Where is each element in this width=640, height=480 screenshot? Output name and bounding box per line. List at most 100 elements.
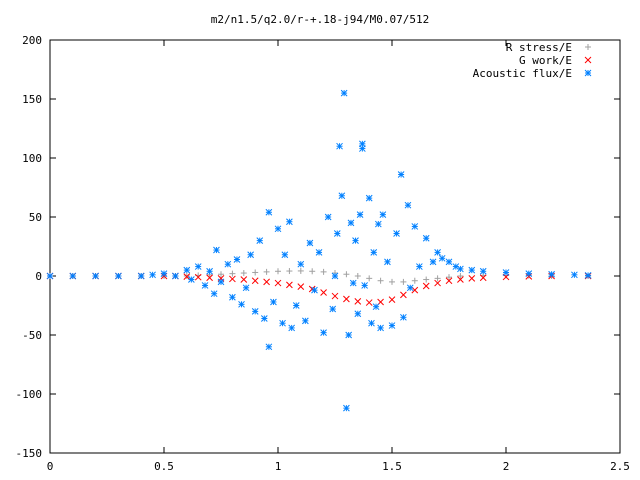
data-point (315, 249, 323, 256)
plot-frame (49, 39, 621, 454)
data-point (468, 275, 476, 282)
data-point (238, 300, 245, 308)
data-point (311, 286, 318, 294)
x-tick-label: 2.5 (610, 460, 630, 473)
data-point (292, 302, 300, 309)
data-point (343, 295, 350, 303)
data-point (361, 282, 368, 289)
x-tick-label: 1 (275, 460, 282, 473)
data-point (218, 271, 224, 278)
data-point (320, 268, 327, 275)
data-point (263, 268, 270, 275)
data-point (302, 317, 309, 325)
data-point (217, 278, 225, 286)
data-point (525, 270, 533, 277)
y-tick-label: 100 (22, 152, 42, 165)
data-point (429, 258, 437, 266)
data-point (359, 140, 366, 148)
data-point (571, 271, 578, 279)
data-point (224, 260, 232, 268)
legend-label: Acoustic flux/E (473, 67, 572, 80)
data-point (320, 289, 327, 296)
data-point (274, 225, 282, 233)
legend-label: R stress/E (506, 41, 572, 54)
data-point (320, 329, 327, 336)
data-point (400, 313, 407, 321)
x-tick-label: 0 (47, 460, 54, 473)
data-point (297, 283, 305, 290)
data-point (457, 276, 464, 283)
y-tick-label: 150 (22, 93, 42, 106)
data-point (172, 272, 179, 280)
data-point (446, 274, 452, 281)
data-point (137, 272, 145, 280)
series-r-stress-e (47, 267, 592, 285)
data-point (368, 319, 375, 327)
data-point (389, 278, 395, 285)
data-point (366, 275, 373, 282)
data-point (400, 278, 407, 285)
data-point (329, 305, 337, 313)
data-point (388, 296, 396, 303)
data-point (400, 291, 407, 299)
legend-marker (584, 69, 592, 77)
data-point (263, 278, 270, 286)
data-point (379, 211, 387, 218)
data-point (422, 234, 430, 242)
data-point (240, 270, 247, 277)
data-point (306, 239, 314, 247)
x-tick-label: 1.5 (382, 460, 402, 473)
data-point (251, 308, 259, 315)
data-point (338, 192, 346, 200)
x-tick-label: 0.5 (154, 460, 174, 473)
data-point (370, 249, 378, 256)
data-point (340, 89, 348, 97)
data-point (445, 277, 453, 285)
data-point (434, 249, 441, 256)
data-point (265, 208, 273, 216)
data-point (584, 272, 592, 279)
data-point (251, 277, 259, 285)
data-point (275, 268, 281, 275)
data-point (242, 284, 250, 292)
data-point (247, 251, 254, 259)
legend-label: G work/E (519, 54, 572, 67)
data-point (406, 284, 414, 292)
y-tick-label: -100 (16, 388, 43, 401)
y-tick-label: -50 (22, 329, 42, 342)
data-point (479, 274, 487, 282)
data-point (256, 237, 264, 244)
data-point (297, 260, 305, 268)
data-point (69, 272, 77, 280)
legend-marker (585, 44, 591, 50)
data-point (354, 298, 362, 305)
data-point (229, 270, 236, 277)
data-point (240, 276, 248, 283)
data-point (359, 145, 366, 152)
y-tick-label: 0 (35, 270, 42, 283)
data-point (343, 404, 350, 412)
data-point (336, 142, 343, 150)
data-point (416, 263, 423, 270)
series-layer (46, 89, 592, 412)
y-tick-label: 50 (29, 211, 42, 224)
data-point (343, 271, 350, 278)
data-point (188, 276, 195, 283)
y-tick-label: -150 (16, 447, 43, 460)
data-point (229, 293, 236, 301)
data-point (349, 279, 357, 287)
data-point (411, 223, 419, 230)
data-point (229, 275, 236, 283)
data-point (377, 324, 384, 332)
data-point (331, 272, 339, 280)
data-point (206, 267, 213, 275)
chart-title: m2/n1.5/q2.0/r-+.18-j94/M0.07/512 (211, 13, 430, 26)
data-point (393, 230, 400, 237)
data-point (206, 274, 213, 282)
data-point (265, 343, 273, 351)
axes: 0 0.5 1 1.5 2 2.5 -150 -100 -50 0 50 100 150 200 (16, 34, 630, 473)
data-point (423, 276, 430, 283)
y-tick-label: 200 (22, 34, 42, 47)
